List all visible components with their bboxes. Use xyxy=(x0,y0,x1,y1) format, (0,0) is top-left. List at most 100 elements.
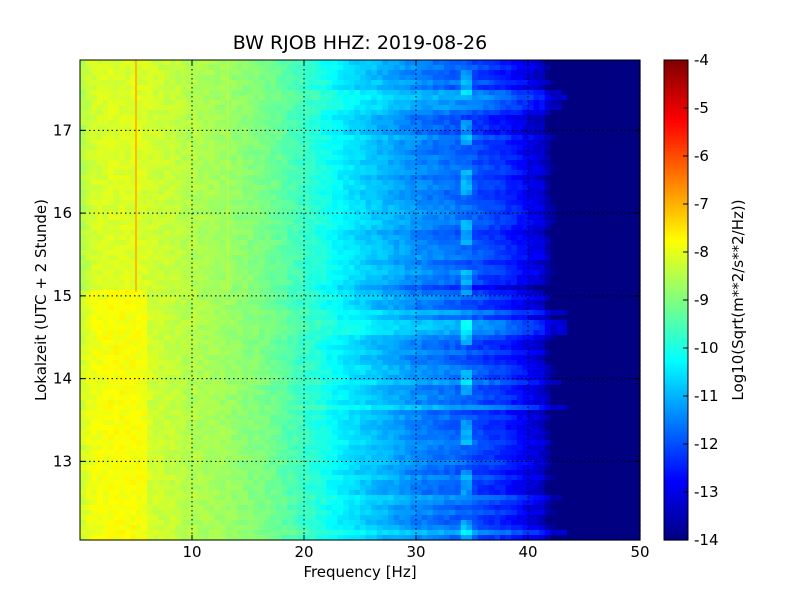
spectrogram-cell xyxy=(623,225,630,231)
spectrogram-cell xyxy=(259,250,266,256)
spectrogram-cell xyxy=(102,280,109,286)
spectrogram-cell xyxy=(158,295,165,301)
spectrogram-cell xyxy=(416,230,423,236)
spectrogram-cell xyxy=(494,140,501,146)
spectrogram-cell xyxy=(292,215,299,221)
spectrogram-cell xyxy=(175,200,182,206)
spectrogram-cell xyxy=(399,60,406,66)
spectrogram-cell xyxy=(124,230,131,236)
spectrogram-cell xyxy=(130,240,137,246)
spectrogram-cell xyxy=(242,60,249,66)
spectrogram-cell xyxy=(270,270,277,276)
spectrogram-cell xyxy=(388,305,395,311)
spectrogram-cell xyxy=(220,190,227,196)
spectrogram-cell xyxy=(309,205,316,211)
spectrogram-cell xyxy=(550,220,557,226)
spectrogram-cell xyxy=(152,115,159,121)
spectrogram-cell xyxy=(192,155,199,161)
spectrogram-cell xyxy=(186,155,193,161)
spectrogram-cell xyxy=(460,70,467,76)
spectrogram-cell xyxy=(175,240,182,246)
spectrogram-cell xyxy=(634,220,641,226)
spectrogram-cell xyxy=(102,205,109,211)
spectrogram-cell xyxy=(164,100,171,106)
spectrogram-cell xyxy=(522,195,529,201)
spectrogram-cell xyxy=(393,250,400,256)
spectrogram-cell xyxy=(410,240,417,246)
spectrogram-cell xyxy=(91,275,98,281)
spectrogram-cell xyxy=(320,305,327,311)
spectrogram-cell xyxy=(248,65,255,71)
spectrogram-cell xyxy=(404,260,411,266)
spectrogram-cell xyxy=(505,65,512,71)
spectrogram-cell xyxy=(393,115,400,121)
spectrogram-cell xyxy=(309,100,316,106)
spectrogram-cell xyxy=(477,165,484,171)
spectrogram-cell xyxy=(343,160,350,166)
spectrogram-cell xyxy=(371,250,378,256)
spectrogram-cell xyxy=(259,285,266,291)
spectrogram-cell xyxy=(561,220,568,226)
spectrogram-cell xyxy=(136,255,143,261)
spectrogram-cell xyxy=(141,195,148,201)
spectrogram-cell xyxy=(85,160,92,166)
spectrogram-cell xyxy=(270,305,277,311)
spectrogram-cell xyxy=(292,90,299,96)
spectrogram-cell xyxy=(124,70,131,76)
spectrogram-cell xyxy=(438,255,445,261)
spectrogram-cell xyxy=(130,75,137,81)
spectrogram-cell xyxy=(483,265,490,271)
spectrogram-cell xyxy=(130,225,137,231)
spectrogram-cell xyxy=(505,305,512,311)
spectrogram-cell xyxy=(96,280,103,286)
spectrogram-cell xyxy=(214,295,221,301)
spectrogram-cell xyxy=(208,60,215,66)
spectrogram-cell xyxy=(432,285,439,291)
spectrogram-cell xyxy=(214,270,221,276)
spectrogram-cell xyxy=(248,300,255,306)
spectrogram-cell xyxy=(477,275,484,281)
spectrogram-cell xyxy=(220,230,227,236)
spectrogram-cell xyxy=(96,85,103,91)
spectrogram-cell xyxy=(600,305,607,311)
spectrogram-cell xyxy=(169,145,176,151)
spectrogram-cell xyxy=(147,165,154,171)
spectrogram-cell xyxy=(466,120,473,126)
spectrogram-cell xyxy=(460,155,467,161)
spectrogram-cell xyxy=(253,130,260,136)
spectrogram-cell xyxy=(628,185,635,191)
spectrogram-cell xyxy=(124,205,131,211)
spectrogram-cell xyxy=(612,195,619,201)
spectrogram-cell xyxy=(186,220,193,226)
spectrogram-cell xyxy=(455,95,462,101)
spectrogram-cell xyxy=(393,75,400,81)
spectrogram-cell xyxy=(432,180,439,186)
spectrogram-cell xyxy=(96,120,103,126)
spectrogram-cell xyxy=(444,255,451,261)
spectrogram-cell xyxy=(382,235,389,241)
spectrogram-cell xyxy=(628,200,635,206)
spectrogram-cell xyxy=(360,250,367,256)
spectrogram-cell xyxy=(483,120,490,126)
spectrogram-cell xyxy=(292,105,299,111)
spectrogram-cell xyxy=(399,275,406,281)
spectrogram-cell xyxy=(365,270,372,276)
spectrogram-cell xyxy=(432,185,439,191)
spectrogram-cell xyxy=(584,185,591,191)
spectrogram-cell xyxy=(595,185,602,191)
spectrogram-cell xyxy=(270,70,277,76)
spectrogram-cell xyxy=(522,280,529,286)
spectrogram-cell xyxy=(432,230,439,236)
spectrogram-cell xyxy=(432,60,439,66)
spectrogram-cell xyxy=(444,65,451,71)
spectrogram-cell xyxy=(472,210,479,216)
spectrogram-cell xyxy=(388,280,395,286)
spectrogram-cell xyxy=(522,175,529,181)
spectrogram-cell xyxy=(371,275,378,281)
spectrogram-cell xyxy=(102,210,109,216)
spectrogram-cell xyxy=(220,100,227,106)
spectrogram-cell xyxy=(214,145,221,151)
spectrogram-cell xyxy=(472,170,479,176)
spectrogram-cell xyxy=(108,100,115,106)
spectrogram-cell xyxy=(628,125,635,131)
